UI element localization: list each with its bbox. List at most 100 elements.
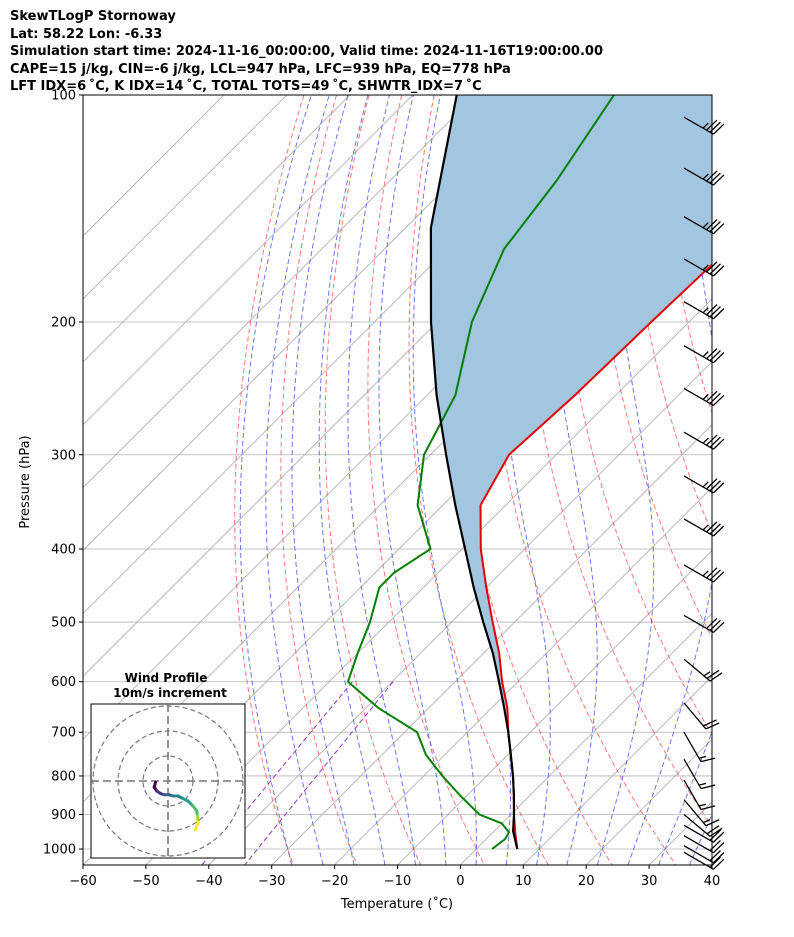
wind-barb: [683, 658, 723, 682]
barb-staff: [683, 814, 711, 837]
x-tick-label: −10: [384, 874, 411, 889]
wind-barb: [683, 851, 725, 870]
x-tick-label: −40: [195, 874, 222, 889]
y-tick-label: 800: [51, 769, 76, 784]
barb-flag: [705, 722, 720, 730]
isotherm-line: [83, 95, 225, 237]
moist-adiabat: [318, 95, 386, 865]
wind-barb: [683, 475, 725, 494]
x-tick-label: −30: [258, 874, 285, 889]
moist-adiabat: [265, 95, 330, 865]
wind-barb: [683, 301, 725, 320]
barb-staff: [683, 116, 714, 135]
barb-staff: [683, 779, 702, 810]
moist-adiabat: [720, 95, 794, 865]
shaded-area: [430, 95, 712, 833]
barb-flag: [700, 805, 716, 811]
wind-barb: [683, 216, 725, 235]
isotherm-line: [83, 95, 288, 300]
moist-adiabat: [627, 95, 712, 865]
dry-adiabat: [628, 95, 712, 534]
barb-staff: [683, 824, 714, 843]
barb-flag: [712, 265, 725, 277]
y-tick-label: 500: [51, 616, 76, 631]
barb-half: [702, 307, 709, 314]
x-tick-label: 10: [515, 874, 532, 889]
barb-flag: [712, 842, 725, 854]
barb-flag: [712, 525, 725, 537]
barb-half: [702, 481, 709, 488]
dry-adiabat: [486, 95, 677, 865]
barb-staff: [683, 702, 707, 730]
barb-flag: [712, 482, 725, 494]
moist-adiabat: [596, 95, 655, 865]
x-tick-label: −50: [132, 874, 159, 889]
dry-adiabat: [280, 95, 358, 865]
barb-staff: [683, 845, 714, 864]
wind-barb: [683, 758, 716, 790]
wind-barb: [683, 779, 716, 811]
isotherm-line: [83, 95, 476, 489]
barb-half: [698, 782, 707, 786]
dry-adiabat: [367, 95, 485, 865]
barb-flag: [712, 438, 725, 450]
y-tick-label: 400: [51, 542, 76, 557]
cape-line: CAPE=15 j/kg, CIN=-6 j/kg, LCL=947 hPa, …: [10, 61, 511, 77]
isotherm-line: [83, 95, 413, 426]
wind-barb: [683, 614, 725, 633]
location-line: Lat: 58.22 Lon: -6.33: [10, 26, 163, 42]
barb-staff: [683, 216, 714, 235]
dry-adiabat: [234, 95, 305, 865]
barb-flag: [705, 819, 720, 827]
barb-half: [702, 122, 709, 129]
title-line: SkewTLogP Stornoway: [10, 9, 176, 24]
barb-half: [702, 393, 709, 400]
moist-adiabat: [239, 95, 312, 865]
barb-half: [702, 524, 709, 531]
barb-flag: [712, 223, 725, 235]
axes-ticks: −60 −50 −40 −30 −20 −10 0 10 20 30 40 100 200 300 400 5…: [43, 89, 720, 890]
y-tick-label: 200: [51, 315, 76, 330]
background-lines: [83, 95, 794, 865]
barb-flag: [700, 784, 716, 790]
barb-half: [702, 222, 709, 229]
barb-half: [702, 264, 709, 271]
barb-half: [702, 351, 709, 358]
isotherm-line: [83, 95, 539, 552]
barb-flag: [706, 669, 720, 679]
dry-adiabat: [559, 95, 712, 736]
barb-staff: [683, 731, 702, 762]
barb-flag: [712, 571, 725, 583]
x-tick-label: 0: [456, 874, 464, 889]
barb-flag: [712, 123, 725, 135]
y-tick-label: 100: [51, 89, 76, 104]
barb-half: [702, 173, 709, 180]
barb-flag: [700, 757, 716, 763]
wind-barb: [683, 387, 725, 407]
barb-flag: [712, 831, 725, 843]
moist-adiabat: [658, 730, 712, 865]
isotherm-line: [334, 487, 712, 865]
isotherm-line: [523, 675, 712, 865]
barb-staff: [683, 301, 714, 320]
isotherm-line: [208, 361, 712, 865]
wind-barb: [683, 345, 725, 364]
y-tick-label: 700: [51, 726, 76, 741]
isotherm-line: [460, 612, 712, 865]
wind-barbs: [683, 116, 725, 870]
barb-staff: [683, 387, 714, 407]
dry-adiabat: [760, 95, 794, 865]
y-axis-label: Pressure (hPa): [18, 435, 33, 528]
barb-staff: [683, 851, 714, 870]
barb-half: [703, 671, 711, 677]
barb-flag: [703, 719, 717, 727]
x-tick-label: 40: [704, 874, 721, 889]
barb-flag: [712, 174, 725, 186]
moist-adiabat: [347, 95, 416, 865]
barb-half: [703, 819, 711, 824]
barb-half: [702, 437, 709, 444]
barb-staff: [683, 431, 714, 450]
barb-staff: [683, 564, 714, 583]
barb-half: [702, 570, 709, 577]
